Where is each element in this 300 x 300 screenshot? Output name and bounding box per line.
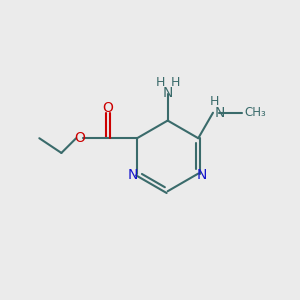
Text: H: H xyxy=(170,76,180,89)
Text: O: O xyxy=(102,101,113,115)
Text: H: H xyxy=(156,76,165,89)
Text: N: N xyxy=(214,106,225,120)
Text: H: H xyxy=(210,95,219,108)
Text: N: N xyxy=(128,168,138,182)
Text: O: O xyxy=(74,130,86,145)
Text: N: N xyxy=(197,168,207,182)
Text: N: N xyxy=(163,85,173,100)
Text: CH₃: CH₃ xyxy=(244,106,266,119)
